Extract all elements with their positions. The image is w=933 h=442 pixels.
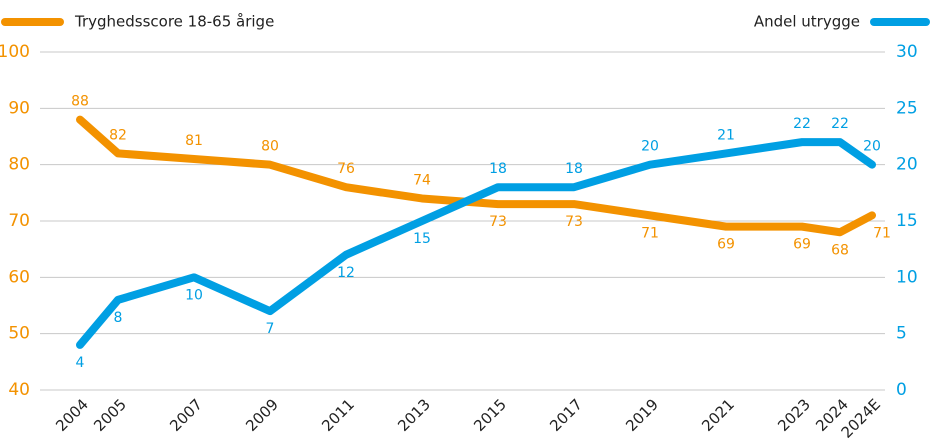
data-label: 10 [185,287,203,303]
y-tick-label: 60 [8,267,30,287]
y2-tick-label: 0 [896,380,907,400]
x-tick-label: 2013 [394,395,434,435]
data-label: 15 [413,231,431,247]
y-tick-label: 100 [0,42,30,62]
y2-tick-label: 5 [896,324,907,344]
legend-label: Tryghedsscore 18-65 årige [74,13,274,31]
data-label: 76 [337,161,355,177]
y2-tick-label: 20 [896,155,918,175]
data-label: 88 [71,94,89,110]
x-tick-label: 2015 [470,395,510,435]
y-tick-label: 80 [8,155,30,175]
y2-tick-label: 30 [896,42,918,62]
data-label: 8 [114,310,123,326]
data-label: 82 [109,127,127,143]
data-label: 12 [337,265,355,281]
y2-tick-label: 15 [896,211,918,231]
y-tick-label: 90 [8,98,30,118]
data-label: 68 [831,242,849,258]
y-tick-label: 70 [8,211,30,231]
data-label: 20 [863,139,881,155]
data-label: 71 [873,225,891,241]
y-tick-label: 50 [8,324,30,344]
series-line [76,138,876,349]
x-tick-label: 2004 [52,395,92,435]
data-label: 80 [261,139,279,155]
y2-tick-label: 10 [896,267,918,287]
data-label: 71 [641,225,659,241]
data-label: 22 [793,116,811,132]
data-label: 73 [565,214,583,230]
x-tick-label: 2019 [622,395,662,435]
x-tick-label: 2017 [546,395,586,435]
data-label: 7 [266,321,275,337]
x-tick-label: 2007 [166,395,206,435]
y2-tick-label: 25 [896,98,918,118]
x-tick-label: 2021 [698,395,738,435]
data-label: 18 [489,161,507,177]
data-label: 4 [76,355,85,371]
data-label: 69 [793,237,811,253]
data-label: 69 [717,237,735,253]
x-tick-label: 2005 [90,395,130,435]
legend-label: Andel utrygge [754,13,860,31]
data-label: 21 [717,127,735,143]
data-label: 81 [185,133,203,149]
x-tick-label: 2009 [242,395,282,435]
data-label: 20 [641,139,659,155]
x-tick-label: 2011 [318,395,358,435]
data-label: 18 [565,161,583,177]
data-label: 73 [489,214,507,230]
x-tick-label: 2023 [774,395,814,435]
data-label: 74 [413,172,431,188]
data-label: 22 [831,116,849,132]
series-line [76,115,876,237]
y-tick-label: 40 [8,380,30,400]
